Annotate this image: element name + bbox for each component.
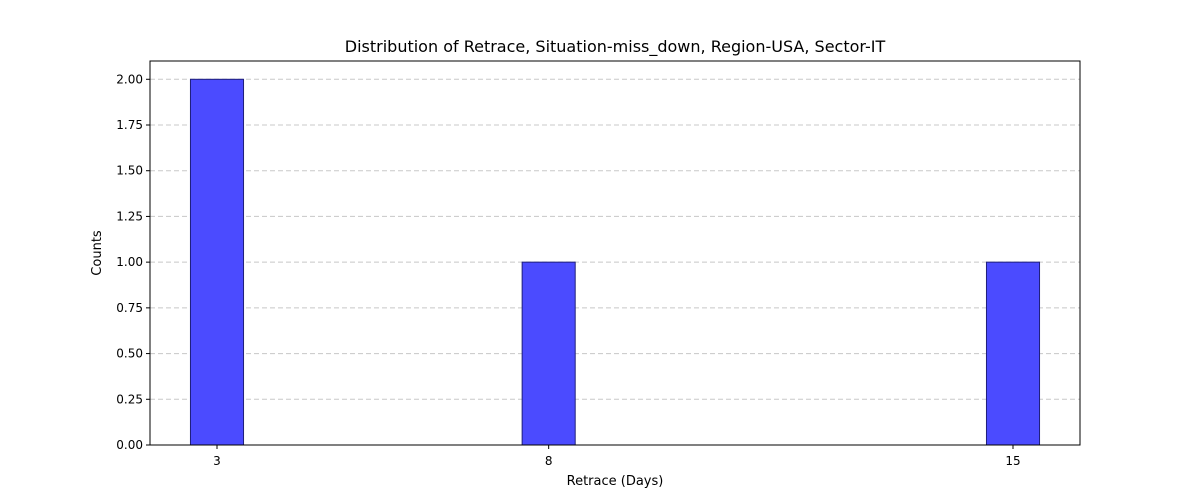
y-tick-label: 1.00 (116, 255, 143, 269)
y-tick-label: 0.50 (116, 347, 143, 361)
y-tick-label: 0.75 (116, 301, 143, 315)
y-tick-label: 0.00 (116, 438, 143, 452)
plot-frame (149, 60, 1081, 446)
y-axis-ticks: 0.00 0.25 0.50 0.75 1.00 1.25 1.50 1.75 2.00 (116, 72, 150, 452)
bar (985, 261, 1041, 446)
y-axis-label: Counts (90, 230, 105, 276)
x-axis-label: Retrace (Days) (567, 474, 664, 489)
bars (189, 78, 1041, 446)
y-tick-label: 0.25 (116, 392, 143, 406)
bar (189, 78, 245, 446)
bar (521, 261, 576, 446)
y-tick-label: 1.50 (116, 164, 143, 178)
x-tick-label: 3 (213, 454, 221, 468)
y-tick-label: 1.75 (116, 118, 143, 132)
y-tick-label: 1.25 (116, 209, 143, 223)
y-tick-label: 2.00 (116, 72, 143, 86)
x-tick-label: 8 (545, 454, 553, 468)
x-axis-ticks: 3 8 15 (213, 445, 1021, 468)
x-tick-label: 15 (1005, 454, 1020, 468)
chart-title: Distribution of Retrace, Situation-miss_… (345, 37, 886, 57)
